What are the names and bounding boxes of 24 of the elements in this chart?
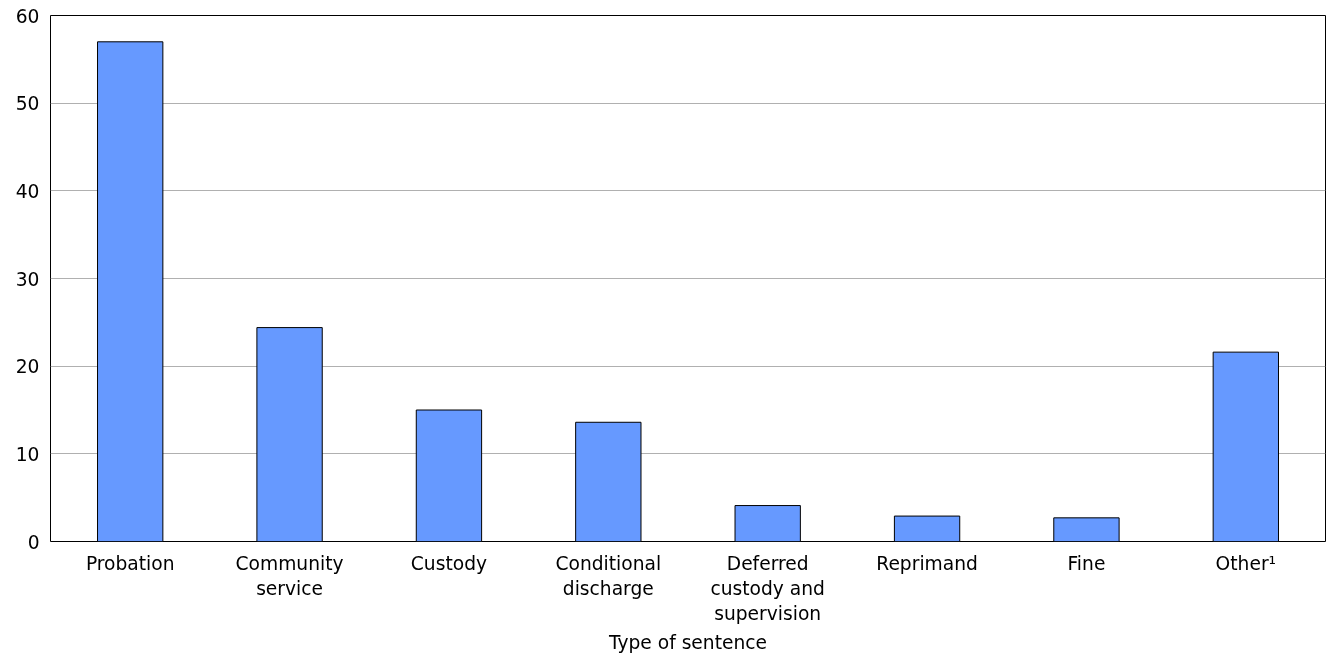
bar	[1053, 517, 1120, 542]
x-tick-label: Community service	[235, 552, 344, 599]
y-tick-label: 10	[15, 443, 40, 465]
y-tick-label: 20	[15, 356, 40, 378]
bar	[734, 505, 801, 542]
y-tick-label: 50	[15, 93, 40, 115]
x-tick-label: Custody	[410, 552, 488, 574]
x-tick-label: Fine	[1067, 552, 1106, 574]
bar	[893, 515, 961, 542]
x-axis-title: Type of sentence	[607, 631, 768, 653]
x-tick-label: Other¹	[1215, 552, 1277, 574]
bar	[256, 327, 323, 542]
bar	[1212, 351, 1279, 542]
y-tick-label: 40	[15, 180, 40, 202]
y-tick-label: 30	[15, 268, 40, 290]
x-tick-label: Probation	[85, 552, 175, 574]
bar	[97, 41, 164, 542]
bar	[575, 421, 642, 542]
y-tick-label: 60	[15, 5, 40, 27]
x-tick-label: Reprimand	[876, 552, 978, 574]
x-tick-label: Conditional discharge	[555, 552, 662, 599]
y-tick-label: 0	[27, 531, 40, 553]
x-tick-label: Deferred custody and supervision	[710, 552, 825, 624]
bar	[415, 409, 483, 542]
